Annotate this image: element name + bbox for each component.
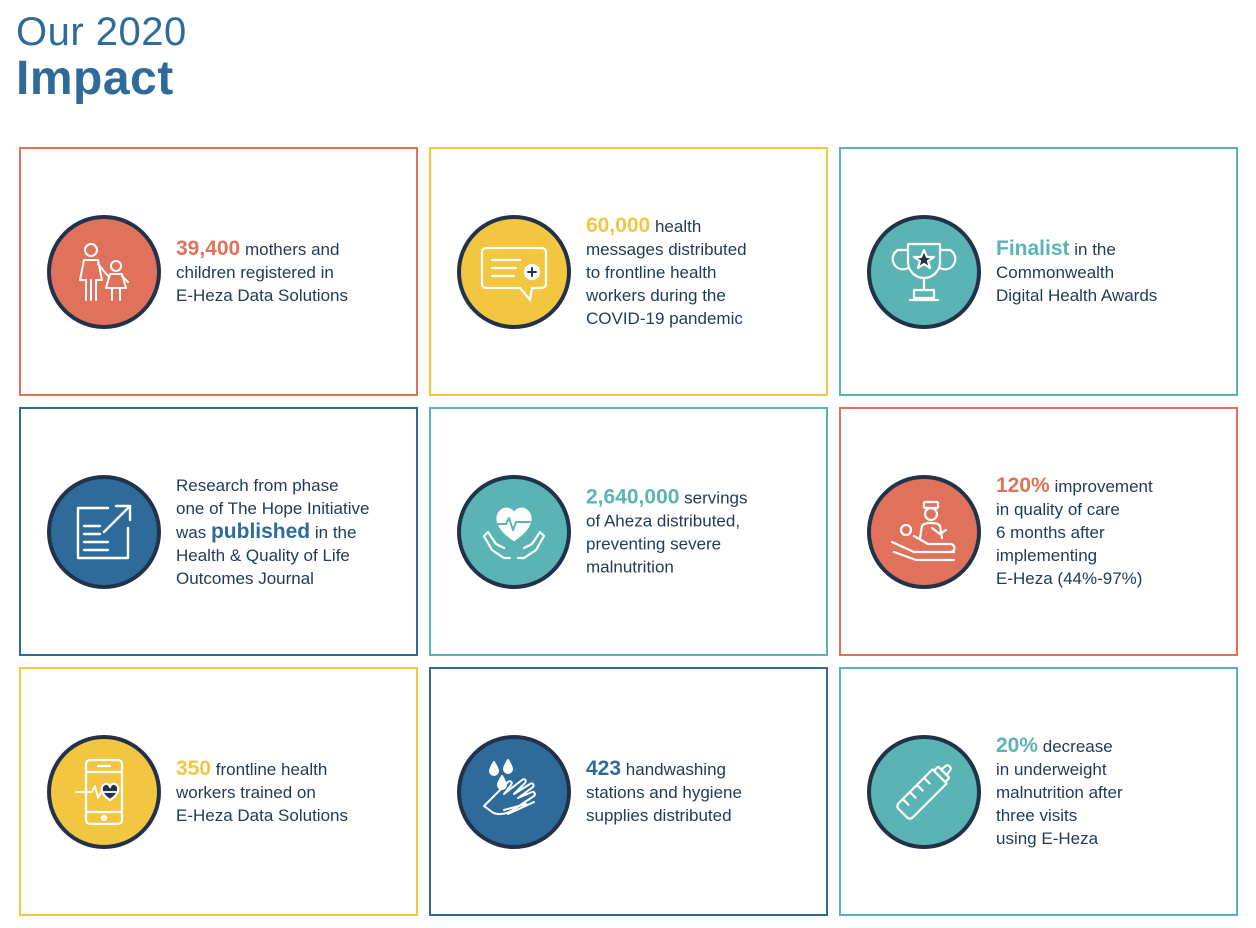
impact-card-mothers-children: 39,400 mothers and children registered i… <box>19 147 418 396</box>
impact-card-research: Research from phase one of The Hope Init… <box>19 407 418 656</box>
impact-card-handwashing: 423 handwashing stations and hygiene sup… <box>429 667 828 916</box>
card-line: workers trained on <box>176 782 316 802</box>
card-line: E-Heza Data Solutions <box>176 805 348 825</box>
card-line: handwashing <box>625 759 726 779</box>
card-text: 350 frontline health workers trained on … <box>176 757 400 827</box>
nurse-patient-icon <box>867 474 981 589</box>
card-line: in the <box>1074 239 1116 259</box>
impact-card-workers-trained: 350 frontline health workers trained on … <box>19 667 418 916</box>
card-line: Digital Health Awards <box>996 285 1158 305</box>
card-line: frontline health <box>215 759 328 779</box>
card-text: 2,640,000 servings of Aheza distributed,… <box>586 485 810 578</box>
card-line: messages distributed <box>586 239 747 259</box>
card-line: mothers and <box>244 239 340 259</box>
card-line: workers during the <box>586 285 726 305</box>
phone-heart-icon <box>47 734 161 849</box>
card-text: 120% improvement in quality of care 6 mo… <box>996 474 1220 590</box>
card-line: E-Heza Data Solutions <box>176 285 348 305</box>
card-line: improvement <box>1054 476 1153 496</box>
card-line: COVID-19 pandemic <box>586 308 743 328</box>
card-highlight: 20% <box>996 733 1039 757</box>
card-line: preventing severe <box>586 534 722 553</box>
card-highlight: 2,640,000 <box>586 485 680 508</box>
impact-card-quality-of-care: 120% improvement in quality of care 6 mo… <box>839 407 1238 656</box>
card-highlight: 60,000 <box>586 213 651 237</box>
card-line: supplies distributed <box>586 805 732 825</box>
card-line: was <box>176 522 207 542</box>
card-line: to frontline health <box>586 262 717 282</box>
card-line: servings <box>684 488 748 507</box>
card-line: Research from phase <box>176 475 339 495</box>
baby-bottle-icon <box>867 734 981 849</box>
impact-card-aheza-servings: 2,640,000 servings of Aheza distributed,… <box>429 407 828 656</box>
card-text: Research from phase one of The Hope Init… <box>176 474 400 590</box>
card-line: 6 months after <box>996 522 1105 542</box>
card-text: Finalist in the Commonwealth Digital Hea… <box>996 237 1220 307</box>
impact-card-underweight: 20% decrease in underweight malnutrition… <box>839 667 1238 916</box>
card-line: Health & Quality of Life <box>176 545 350 565</box>
card-line: in the <box>314 522 357 542</box>
card-highlight: published <box>210 519 311 543</box>
card-line: stations and hygiene <box>586 782 742 802</box>
card-line: malnutrition <box>586 557 674 576</box>
card-line: health <box>654 216 702 236</box>
card-text: 423 handwashing stations and hygiene sup… <box>586 757 810 827</box>
card-line: decrease <box>1042 736 1113 756</box>
card-line: in quality of care <box>996 499 1120 519</box>
card-line: children registered in <box>176 262 334 282</box>
publication-icon <box>47 474 161 589</box>
card-highlight: 423 <box>586 756 622 780</box>
card-highlight: 39,400 <box>176 236 241 260</box>
page-title-line2: Impact <box>16 52 174 105</box>
handwashing-icon <box>457 734 571 849</box>
card-text: 60,000 health messages distributed to fr… <box>586 214 810 330</box>
card-line: in underweight <box>996 759 1107 779</box>
card-line: one of The Hope Initiative <box>176 498 370 518</box>
card-line: E-Heza (44%-97%) <box>996 568 1143 588</box>
page-title: Our 2020 Impact <box>16 10 187 104</box>
card-line: implementing <box>996 545 1098 565</box>
card-highlight: 350 <box>176 756 212 780</box>
message-bubble-icon <box>457 214 571 329</box>
card-line: using E-Heza <box>996 828 1099 848</box>
impact-grid: 39,400 mothers and children registered i… <box>19 147 1238 916</box>
card-text: 39,400 mothers and children registered i… <box>176 237 400 307</box>
card-line: Commonwealth <box>996 262 1115 282</box>
card-text: 20% decrease in underweight malnutrition… <box>996 734 1220 850</box>
trophy-icon <box>867 214 981 329</box>
page-title-line1: Our 2020 <box>16 10 187 54</box>
heart-hands-icon <box>457 474 571 589</box>
card-line: three visits <box>996 805 1078 825</box>
card-highlight: 120% <box>996 473 1050 497</box>
card-highlight: Finalist <box>996 236 1070 260</box>
mother-child-icon <box>47 214 161 329</box>
card-line: malnutrition after <box>996 782 1123 802</box>
card-line: of Aheza distributed, <box>586 511 741 530</box>
impact-card-finalist: Finalist in the Commonwealth Digital Hea… <box>839 147 1238 396</box>
card-line: Outcomes Journal <box>176 568 314 588</box>
impact-card-health-messages: 60,000 health messages distributed to fr… <box>429 147 828 396</box>
